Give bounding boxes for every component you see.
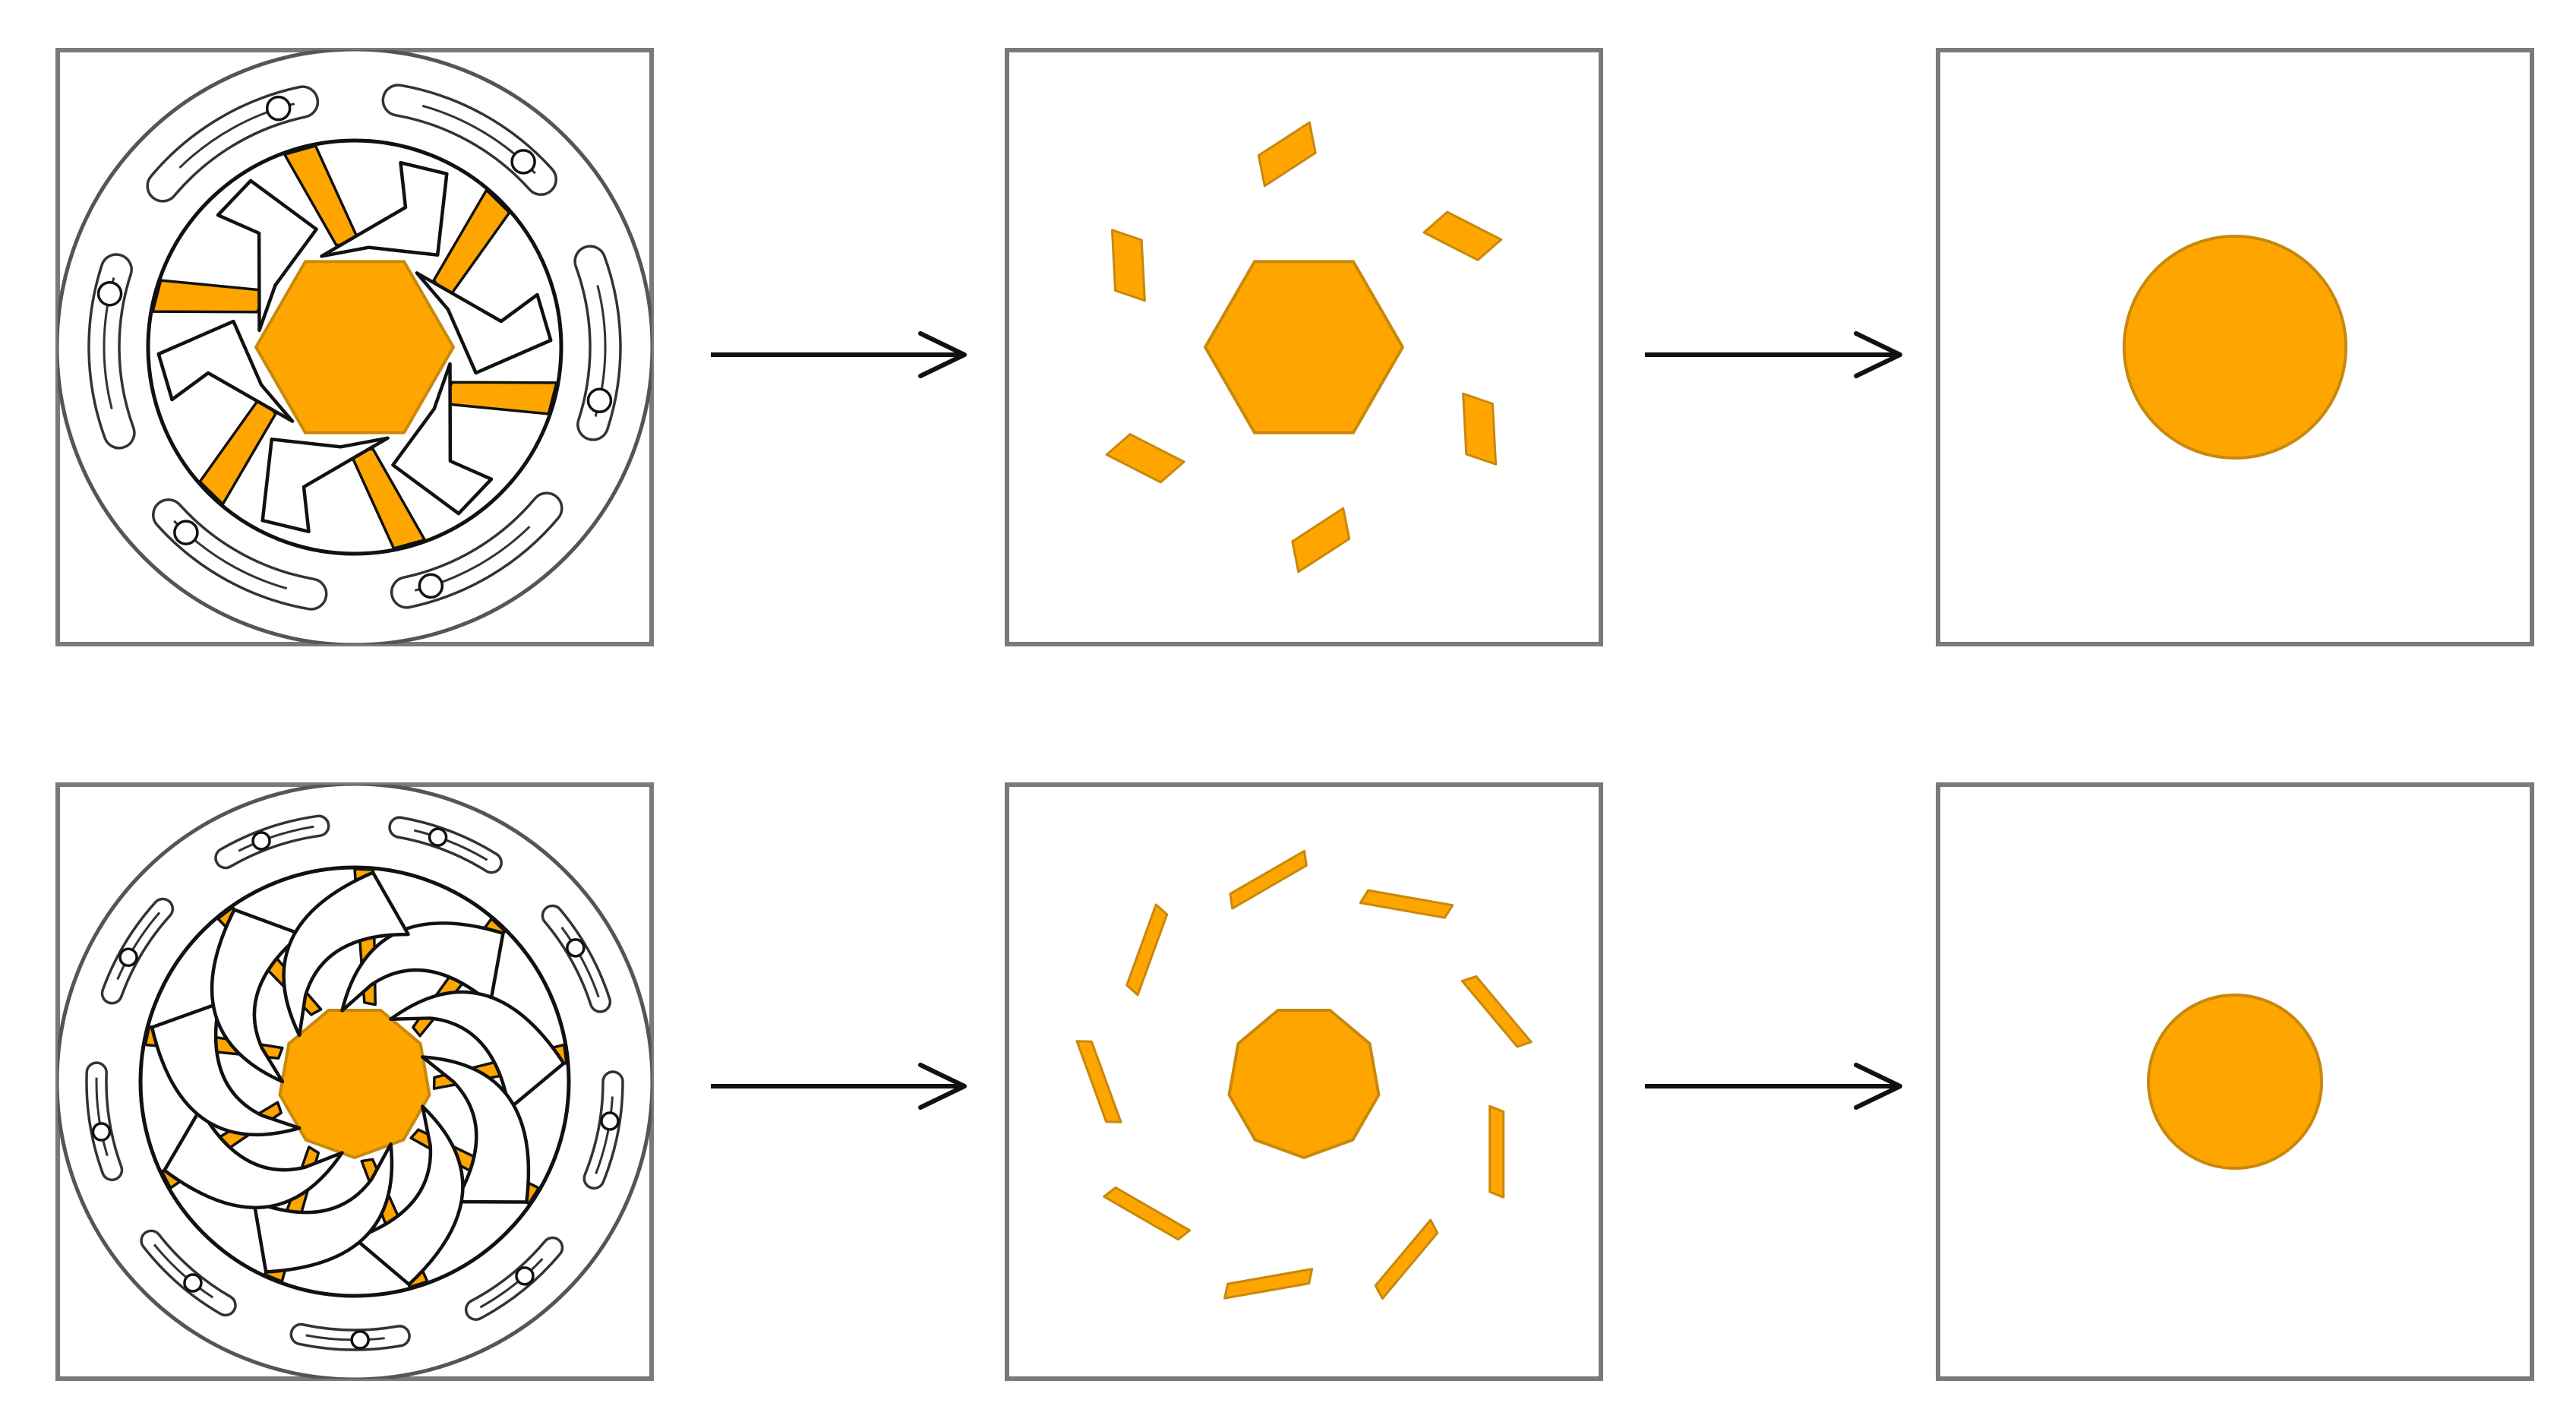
guide-pin bbox=[418, 573, 444, 599]
guide-pin bbox=[510, 149, 536, 175]
iris-blade bbox=[391, 362, 494, 516]
panel-resulting-circle bbox=[1936, 782, 2534, 1381]
guide-pin bbox=[91, 1122, 112, 1142]
guide-slot bbox=[85, 1061, 124, 1181]
assembled-mechanism-content bbox=[58, 50, 652, 644]
guide-pin bbox=[515, 1266, 535, 1286]
resulting-circle-content bbox=[2147, 994, 2323, 1170]
arrow-transition-1 bbox=[711, 1063, 967, 1110]
panel-resulting-circle bbox=[1936, 48, 2534, 646]
blade-fragment bbox=[1374, 1218, 1439, 1300]
iris-blade bbox=[352, 1104, 465, 1287]
arrow-transition-2 bbox=[1645, 331, 1902, 378]
slot-track bbox=[595, 1096, 614, 1174]
iris-blade bbox=[415, 271, 553, 375]
result-circle bbox=[2147, 994, 2323, 1170]
guide-pin bbox=[600, 1111, 620, 1131]
iris-blade bbox=[421, 1055, 531, 1204]
guide-pin bbox=[251, 831, 271, 851]
blade-fragment bbox=[1105, 433, 1185, 484]
blade-fragment bbox=[1075, 1040, 1122, 1123]
iris-blade bbox=[282, 870, 410, 1038]
iris-blade bbox=[320, 160, 449, 258]
aperture-core bbox=[1203, 260, 1405, 434]
blade-fragment bbox=[1462, 392, 1498, 466]
arrow-transition-2 bbox=[1645, 1063, 1902, 1110]
iris-blade bbox=[150, 1001, 301, 1136]
blade-fragment bbox=[1229, 849, 1308, 910]
exploded-fragments-content bbox=[1075, 849, 1533, 1300]
blade-fragment bbox=[1422, 210, 1503, 261]
arrow-head bbox=[1854, 1063, 1902, 1110]
result-circle bbox=[2123, 235, 2347, 460]
panel-assembled-mechanism bbox=[55, 782, 654, 1381]
blade-fragment bbox=[1257, 121, 1317, 188]
aperture-opening bbox=[278, 1009, 431, 1160]
slot-track bbox=[95, 1077, 109, 1157]
guide-pin bbox=[183, 1273, 203, 1293]
guide-pin bbox=[118, 947, 138, 967]
iris-blade bbox=[252, 1142, 394, 1274]
slot-track bbox=[479, 1258, 544, 1309]
guide-pin bbox=[586, 387, 613, 414]
arrow-head bbox=[918, 331, 967, 378]
iris-blade bbox=[156, 319, 295, 423]
arrow-head bbox=[1854, 331, 1902, 378]
assembled-mechanism-content bbox=[58, 785, 652, 1379]
blade-fragment bbox=[1103, 1186, 1192, 1241]
iris-blade bbox=[210, 908, 303, 1084]
panel-exploded-fragments bbox=[1005, 782, 1603, 1381]
iris-blade bbox=[260, 436, 390, 534]
guide-pin bbox=[566, 938, 586, 958]
blade-fragment bbox=[1291, 507, 1351, 573]
exploded-fragments-content bbox=[1105, 121, 1503, 573]
guide-slot bbox=[573, 245, 622, 441]
row-hexagonal-aperture bbox=[55, 48, 2534, 646]
guide-pin bbox=[173, 520, 199, 545]
arrow-transition-1 bbox=[711, 331, 967, 378]
blade-fragment bbox=[1223, 1268, 1314, 1300]
iris-blade bbox=[389, 990, 566, 1111]
guide-pin bbox=[96, 280, 123, 307]
blade-fragment bbox=[1125, 903, 1169, 997]
slot-track bbox=[413, 829, 488, 861]
slot-track bbox=[116, 912, 161, 981]
guide-slot bbox=[464, 1236, 564, 1321]
blade-fragment bbox=[1460, 975, 1533, 1048]
arrow-head bbox=[918, 1063, 967, 1110]
panel-exploded-fragments bbox=[1005, 48, 1603, 646]
row-nonagonal-aperture bbox=[55, 782, 2534, 1381]
resulting-circle-content bbox=[2123, 235, 2347, 460]
blade-fragment bbox=[1359, 889, 1454, 919]
guide-pin bbox=[265, 95, 292, 122]
guide-slot bbox=[140, 1229, 237, 1317]
panel-assembled-mechanism bbox=[55, 48, 654, 646]
aperture-core bbox=[1227, 1009, 1381, 1160]
guide-pin bbox=[428, 827, 448, 847]
slot-track bbox=[560, 926, 600, 998]
guide-slot bbox=[87, 253, 136, 450]
guide-pin bbox=[350, 1330, 370, 1350]
guide-slot bbox=[289, 1322, 411, 1351]
slot-track bbox=[305, 1334, 385, 1341]
blade-fragment bbox=[1110, 229, 1146, 302]
blade-fragment bbox=[1488, 1104, 1505, 1199]
iris-blade bbox=[216, 179, 318, 333]
aperture-opening bbox=[254, 260, 456, 434]
iris-blade bbox=[163, 1107, 344, 1210]
slot-track bbox=[153, 1243, 214, 1299]
iris-blade bbox=[340, 921, 505, 1013]
slot-track bbox=[238, 825, 314, 852]
